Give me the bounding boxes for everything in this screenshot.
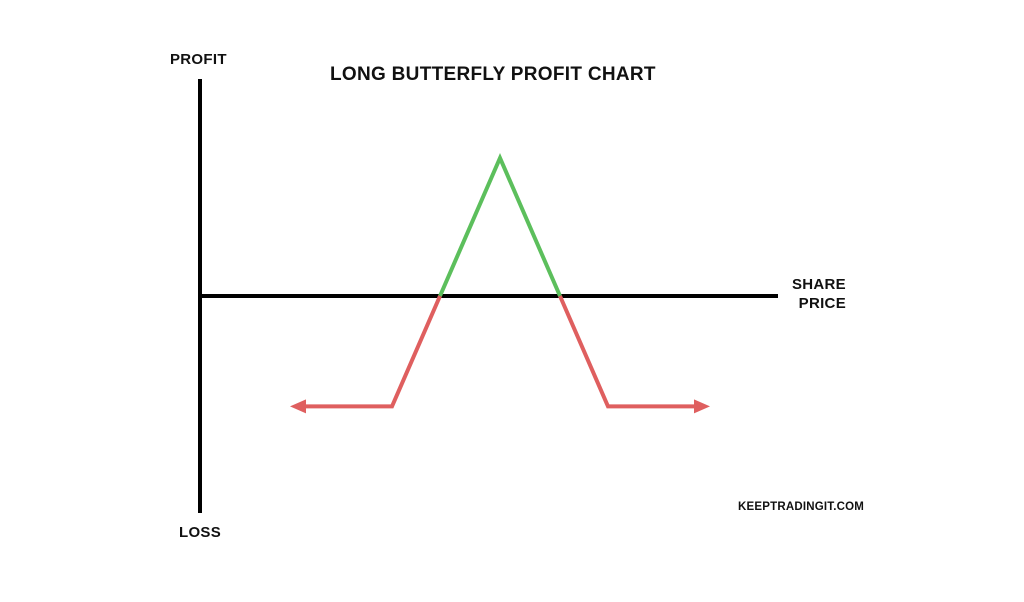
y-axis-top-label: PROFIT xyxy=(170,51,227,68)
series-layer xyxy=(290,152,710,414)
loss-line-2 xyxy=(558,295,694,409)
x-axis-label: SHARE PRICE xyxy=(791,276,846,312)
loss-arrow-left xyxy=(290,399,306,414)
y-axis-bottom-label: LOSS xyxy=(179,524,222,541)
chart-title: LONG BUTTERFLY PROFIT CHART xyxy=(330,64,656,85)
loss-arrow-right xyxy=(694,399,710,414)
watermark-text: KEEPTRADINGIT.COM xyxy=(738,501,865,513)
profit-line-0 xyxy=(438,152,562,297)
loss-line-1 xyxy=(306,295,442,409)
